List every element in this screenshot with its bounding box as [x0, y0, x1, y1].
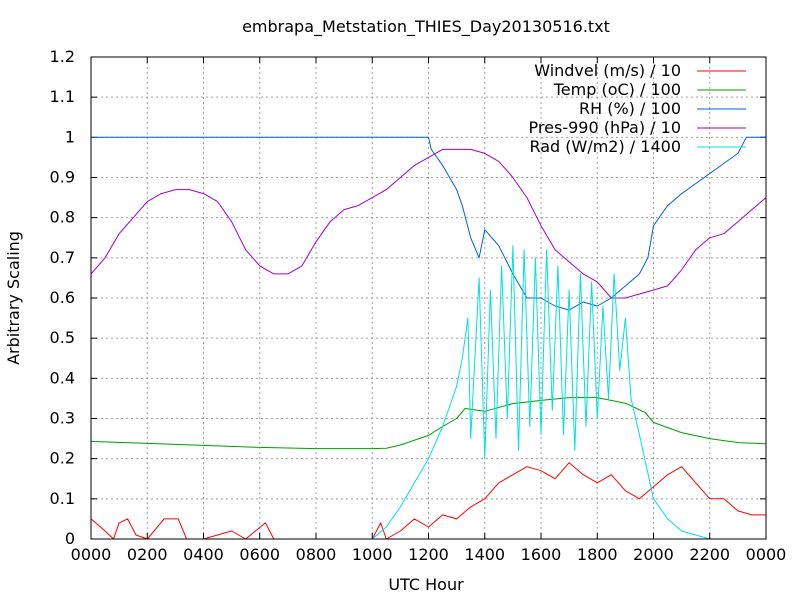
series-line-0	[90, 462, 766, 540]
legend-label: Windvel (m/s) / 10	[534, 61, 681, 80]
chart-title: embrapa_Metstation_THIES_Day20130516.txt	[242, 17, 610, 37]
x-tick-label: 1400	[464, 545, 505, 564]
y-tick-label: 0.7	[50, 248, 75, 267]
legend-label: Pres-990 (hPa) / 10	[529, 118, 681, 137]
x-tick-label: 2000	[633, 545, 674, 564]
x-tick-label: 1200	[408, 545, 449, 564]
plot-series	[90, 136, 767, 540]
x-tick-label: 0000	[71, 545, 112, 564]
x-ticks: 0000 0200 0400 0600 0800 1000 1200 1400 1600 1800…	[71, 57, 787, 564]
y-tick-label: 1	[65, 127, 75, 146]
y-tick-label: 1.2	[50, 47, 75, 66]
y-tick-label: 0.8	[50, 208, 75, 227]
legend-label: Rad (W/m2) / 1400	[529, 137, 681, 156]
y-ticks: 0 0.1 0.2 0.3 0.4 0.5 0.6 0.7 0.8 0.9 1 1.1 1.2	[50, 47, 766, 548]
x-tick-label: 1000	[352, 545, 393, 564]
y-tick-label: 0	[65, 529, 75, 548]
x-tick-label: 0200	[127, 545, 168, 564]
y-tick-label: 0.1	[50, 489, 75, 508]
plot-frame	[90, 56, 767, 540]
y-tick-label: 0.3	[50, 409, 75, 428]
x-tick-label: 1600	[521, 545, 562, 564]
legend-label: Temp (oC) / 100	[553, 80, 681, 99]
y-tick-label: 0.5	[50, 328, 75, 347]
y-axis-label: Arbitrary Scaling	[4, 231, 23, 365]
series-line-2	[91, 136, 766, 311]
y-tick-label: 0.2	[50, 449, 75, 468]
y-tick-label: 0.9	[50, 168, 75, 187]
series-line-1	[90, 397, 767, 450]
x-tick-label: 0800	[296, 545, 337, 564]
x-tick-label: 0600	[239, 545, 280, 564]
x-tick-label: 0000	[746, 545, 787, 564]
series-line-3	[90, 148, 767, 299]
x-tick-label: 2200	[689, 545, 730, 564]
y-tick-label: 0.4	[50, 368, 75, 387]
x-tick-label: 1800	[577, 545, 618, 564]
x-axis-label: UTC Hour	[388, 575, 464, 594]
y-tick-label: 1.1	[50, 87, 75, 106]
series-line-4	[91, 245, 766, 540]
x-tick-label: 0400	[183, 545, 224, 564]
y-tick-label: 0.6	[50, 288, 75, 307]
legend-label: RH (%) / 100	[579, 99, 681, 118]
